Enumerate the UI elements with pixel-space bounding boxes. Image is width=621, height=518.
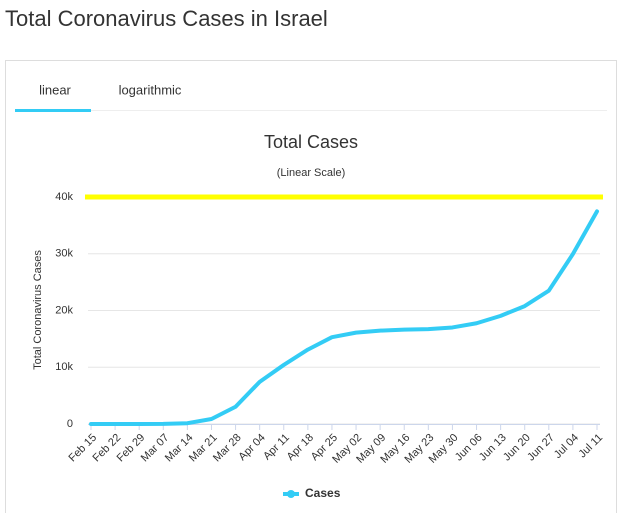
y-tick-label: 10k <box>55 361 73 373</box>
y-tick-label: 30k <box>55 248 73 260</box>
y-tick-label: 40k <box>55 191 73 203</box>
tab-logarithmic[interactable]: logarithmic <box>119 82 182 97</box>
y-axis-title: Total Coronavirus Cases <box>32 250 44 370</box>
tab-linear[interactable]: linear <box>39 82 71 97</box>
tab-active-indicator <box>15 109 91 112</box>
line-series <box>89 209 599 426</box>
legend-label: Cases <box>305 486 341 500</box>
y-tick-label: 20k <box>55 304 73 316</box>
page-title: Total Coronavirus Cases in Israel <box>5 6 328 31</box>
chart-title: Total Cases <box>264 132 358 152</box>
chart-subtitle: (Linear Scale) <box>277 167 345 179</box>
legend-marker <box>287 490 295 498</box>
panel <box>5 60 617 518</box>
y-tick-label: 0 <box>67 418 73 430</box>
